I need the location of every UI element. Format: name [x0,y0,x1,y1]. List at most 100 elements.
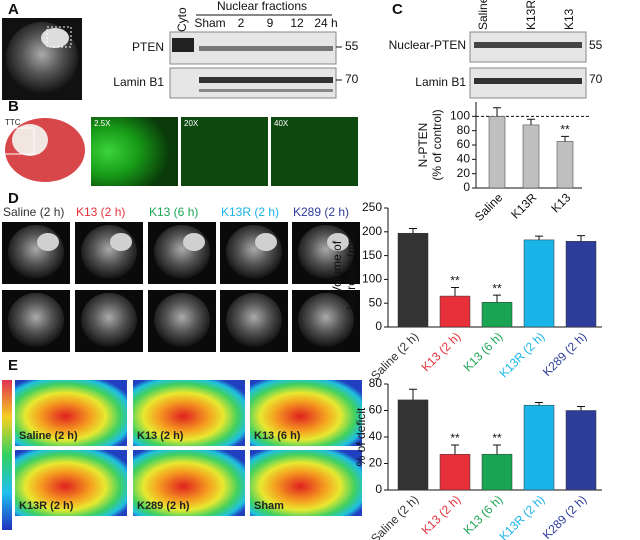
lane-label: 2 [238,16,245,30]
mri-brain [81,225,137,279]
x-tick-label: K13R [508,190,539,221]
mri-lesion [183,233,205,251]
bar [565,410,597,491]
bar [523,239,555,328]
band [474,42,582,48]
heatmap [250,450,362,516]
mw-marker: 55 [345,39,359,53]
lane-label: 24 h [314,16,337,30]
panel-d: Saline (2 h) K13 (2 h) K13 (6 h) K13R (2 h)… [2,205,360,352]
mw-marker: 70 [345,72,359,86]
y-tick-label: 250 [362,200,382,214]
y-tick-label: 150 [362,248,382,262]
mri-brain [6,22,78,94]
y-tick-label: 80 [369,376,383,390]
image-label: TTC [5,118,21,127]
mri-brain [298,293,354,347]
band [474,78,582,84]
mri-brain [226,293,282,347]
x-tick-label: K13R (2 h) [496,329,547,380]
y-tick-label: 60 [457,137,471,151]
y-tick-label: 100 [450,109,470,123]
y-axis-label: (% of control) [430,109,444,180]
significance: ** [450,274,460,288]
y-axis-label: N-PTEN [416,123,430,168]
lane-label: 12 [290,16,304,30]
panel-e: Saline (2 h) K13 (2 h) K13 (6 h) K13R (2 h)… [2,380,362,530]
band [199,46,333,51]
bar [439,453,471,491]
y-tick-label: 200 [362,224,382,238]
mw-marker: 70 [589,72,603,86]
error-bar [577,235,585,242]
y-axis-label: Volume of [330,240,344,294]
error-bar [493,444,501,455]
y-tick-label: 80 [457,123,471,137]
significance: ** [492,281,502,295]
image-label: 40X [274,119,289,128]
bar [481,301,513,328]
error-bar [535,402,543,406]
bar [397,232,429,328]
fluorescence-image [271,117,358,186]
error-bar [451,286,459,297]
x-tick-label: K289 (2 h) [540,492,590,540]
lane-label: Sham [194,16,225,30]
significance: ** [450,431,460,445]
panel-c: Saline K13R K13 Nuclear-PTEN 55 Lamin B1… [389,0,603,99]
significance: ** [492,431,502,445]
group-label: K13R (2 h) [221,205,279,219]
lane-label: Saline [476,0,490,30]
lane-label: K13 [562,8,576,30]
error-bar [577,406,585,411]
blot-label: PTEN [132,40,164,54]
band [199,77,333,83]
y-tick-label: 40 [369,429,383,443]
y-tick-label: 100 [362,272,382,286]
y-tick-label: 0 [463,180,470,194]
heatmap [15,380,127,446]
error-bar [493,107,501,117]
y-axis-label: Infarction (mm³) [344,225,358,310]
heatmap-label: K289 (2 h) [137,500,190,512]
mri-brain [8,293,64,347]
fluorescence-image [91,117,178,186]
heatmap-label: Sham [254,500,284,512]
band [172,38,194,52]
x-tick-label: K13 (2 h) [419,329,464,374]
lane-label: K13R [524,0,538,30]
y-tick-label: 0 [375,482,382,496]
mri-brain [154,225,210,279]
roi-box [46,26,72,48]
mw-marker: 55 [589,38,603,52]
y-tick-label: 50 [369,295,383,309]
heatmap [133,450,245,516]
mri-lesion [37,233,59,251]
group-label: K13 (2 h) [76,205,125,219]
x-tick-label: Saline (2 h) [368,492,421,540]
lane-label: 9 [267,16,274,30]
y-tick-label: 20 [369,456,383,470]
panel-letter: A [8,1,19,18]
group-label: K289 (2 h) [293,205,349,219]
heatmap [15,450,127,516]
x-tick-label: K13 (2 h) [419,492,464,537]
y-axis-label: % of deficit [354,407,368,466]
heatmap [250,380,362,446]
x-tick-label: K289 (2 h) [540,329,590,379]
y-tick-label: 60 [369,403,383,417]
heatmap-label: K13R (2 h) [19,500,74,512]
bar [565,241,597,328]
panel-letter: D [8,190,19,207]
panel-letter: C [392,1,403,18]
error-bar [493,294,501,303]
panel-letter: E [8,357,18,374]
panel-letter: B [8,98,19,115]
bar [523,404,555,491]
group-label: K13 (6 h) [149,205,198,219]
error-bar [535,235,543,240]
heatmap-label: K13 (6 h) [254,430,301,442]
x-tick-label: Saline (2 h) [368,329,421,382]
mri-lesion [41,28,69,48]
error-bar [409,227,417,234]
